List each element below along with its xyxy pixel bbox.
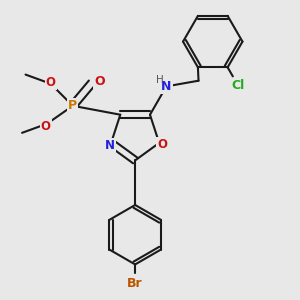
Text: Cl: Cl — [231, 79, 245, 92]
Text: O: O — [46, 76, 56, 89]
Text: O: O — [94, 75, 105, 88]
Text: N: N — [105, 140, 115, 152]
Text: Br: Br — [127, 277, 143, 290]
Text: O: O — [41, 120, 51, 133]
Text: N: N — [161, 80, 172, 93]
Text: H: H — [156, 75, 164, 85]
Text: O: O — [157, 138, 167, 151]
Text: P: P — [68, 99, 77, 112]
